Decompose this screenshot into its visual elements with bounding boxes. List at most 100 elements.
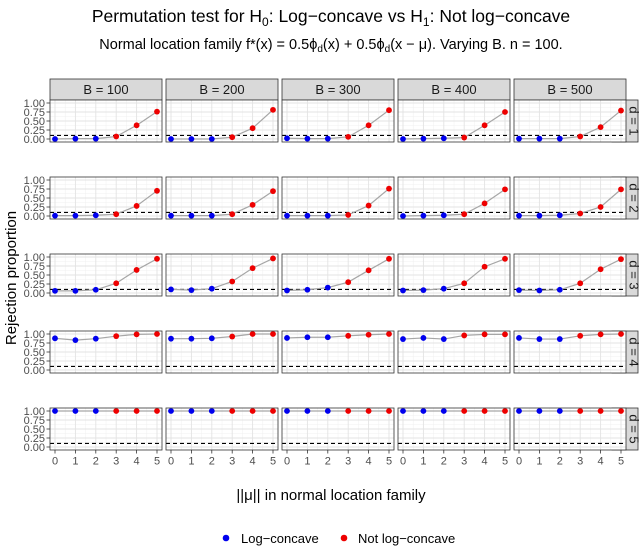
data-point <box>270 106 276 113</box>
panel-border <box>281 176 395 220</box>
x-tick-label: 1 <box>304 456 310 468</box>
facet-panel <box>397 330 511 374</box>
data-point <box>440 336 447 342</box>
series-line <box>286 333 390 339</box>
data-point <box>304 334 311 341</box>
data-point <box>536 336 543 342</box>
y-tick-label: 0.25 <box>24 433 45 445</box>
data-point <box>345 212 352 218</box>
panel-border <box>397 407 511 451</box>
x-tick-label: 0 <box>52 456 58 468</box>
x-tick-label: 4 <box>482 456 488 468</box>
data-point <box>461 211 468 218</box>
data-point <box>556 408 563 414</box>
series-line <box>402 111 506 140</box>
panel-border <box>49 330 163 374</box>
y-tick-label: 1.00 <box>24 329 45 341</box>
x-tick-label: 3 <box>577 456 583 468</box>
x-tick-label: 5 <box>502 456 508 468</box>
data-point <box>481 408 488 414</box>
facet-strip-col-label: B = 300 <box>315 82 360 97</box>
x-tick-label: 5 <box>154 456 160 468</box>
y-tick-label: 1.00 <box>24 252 45 264</box>
x-tick-label: 3 <box>345 456 351 468</box>
data-point <box>52 136 58 142</box>
data-point <box>229 408 236 414</box>
y-tick-label: 0.50 <box>24 424 45 436</box>
data-point <box>249 331 256 337</box>
facet-strip-col-label: B = 200 <box>199 82 244 97</box>
x-tick-label: 1 <box>72 456 78 468</box>
panel-border <box>397 330 511 374</box>
facet-panel <box>49 330 163 374</box>
data-point <box>284 287 290 294</box>
data-point <box>516 335 522 341</box>
data-point <box>229 134 236 141</box>
data-point <box>461 332 468 339</box>
y-tick-label: 0.50 <box>24 116 45 128</box>
facet-panel <box>513 330 627 374</box>
series-line <box>519 110 622 140</box>
data-point <box>188 408 195 414</box>
data-point <box>133 203 140 209</box>
data-point <box>516 287 522 294</box>
panel-border <box>49 253 163 297</box>
series-line <box>286 109 390 140</box>
data-point <box>188 335 195 342</box>
data-point <box>92 335 99 342</box>
data-point <box>92 286 99 293</box>
facet-panel <box>281 253 395 297</box>
x-tick-label: 3 <box>113 456 119 468</box>
x-tick-label: 1 <box>420 456 426 468</box>
panel-border <box>513 253 627 297</box>
x-tick-label: 2 <box>325 456 331 468</box>
data-point <box>208 136 215 142</box>
data-point <box>249 408 256 414</box>
data-point <box>365 122 372 129</box>
x-tick-label: 4 <box>250 456 256 468</box>
data-point <box>304 408 311 414</box>
data-point <box>284 408 290 414</box>
facet-panel <box>49 253 163 297</box>
data-point <box>270 255 276 262</box>
data-point <box>304 135 311 142</box>
data-point <box>72 212 79 219</box>
data-point <box>502 408 508 414</box>
data-point <box>597 408 604 414</box>
y-tick-label: 0.75 <box>24 107 45 119</box>
panel-border <box>397 99 511 143</box>
series-line <box>54 333 158 341</box>
x-tick-label: 0 <box>284 456 290 468</box>
panel-border <box>513 407 627 451</box>
data-point <box>461 408 468 414</box>
panel-border <box>513 99 627 143</box>
legend-label-log-concave: Log−concave <box>241 531 319 546</box>
data-point <box>324 284 331 291</box>
series-line <box>171 190 274 217</box>
data-point <box>440 408 447 414</box>
data-point <box>386 331 392 337</box>
facet-panel <box>397 253 511 297</box>
data-point <box>365 331 372 338</box>
y-tick-label: 0.75 <box>24 184 45 196</box>
y-tick-label: 1.00 <box>24 175 45 187</box>
facet-panel <box>281 407 395 451</box>
facet-strip-row-label: d = 1 <box>627 106 640 135</box>
facet-panel <box>165 253 279 297</box>
x-tick-label: 3 <box>229 456 235 468</box>
y-tick-label: 0.50 <box>24 193 45 205</box>
data-point <box>597 124 604 131</box>
y-axis-label: Rejection proportion <box>3 211 20 345</box>
facet-panel <box>397 407 511 451</box>
data-point <box>92 212 99 219</box>
data-point <box>113 333 120 340</box>
data-point <box>113 211 120 218</box>
panel-border <box>281 253 395 297</box>
x-tick-label: 2 <box>441 456 447 468</box>
data-point <box>420 408 427 414</box>
data-point <box>154 408 160 414</box>
x-tick-label: 4 <box>598 456 604 468</box>
data-point <box>386 255 392 262</box>
data-point <box>461 134 468 141</box>
data-point <box>284 135 290 142</box>
